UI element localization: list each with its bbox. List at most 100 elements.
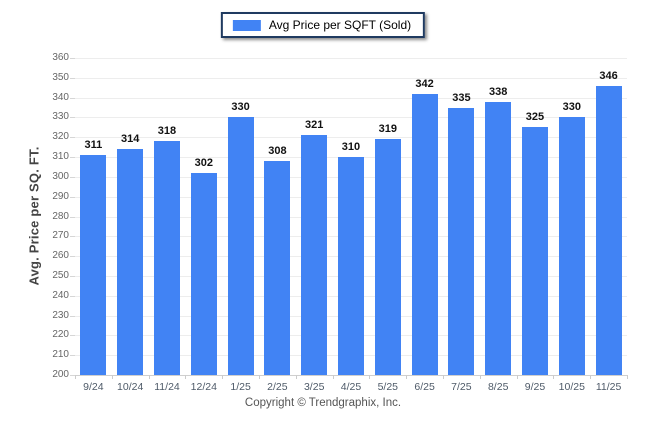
bar-slot-7/25: 335: [443, 58, 480, 375]
bar-3/25: [301, 135, 328, 375]
bar-6/25: [411, 93, 438, 375]
x-tick-label-6/25: 6/25: [414, 381, 435, 393]
y-tick-label-260: 260: [52, 250, 69, 262]
y-tick-mark: [70, 137, 75, 139]
x-tick-mark: [443, 375, 444, 379]
bar-slot-10/24: 314: [112, 58, 149, 375]
x-tick-mark: [295, 375, 297, 379]
bar-10/24: [117, 149, 144, 375]
copyright-text: Copyright © Trendgraphix, Inc.: [244, 397, 402, 409]
bar-slot-5/25: 319: [369, 58, 406, 375]
bar-slot-6/25: 342: [406, 58, 443, 375]
x-tick-mark: [148, 375, 150, 379]
gridline-360: [75, 58, 627, 59]
x-tick-mark: [222, 375, 224, 379]
y-tick-label-280: 280: [52, 210, 69, 222]
x-tick-mark: [111, 375, 113, 379]
y-tick-label-320: 320: [52, 131, 69, 143]
bar-slot-10/25: 330: [553, 58, 590, 375]
x-tick-label-4/25: 4/25: [340, 381, 362, 393]
y-tick-mark: [70, 315, 75, 317]
legend-swatch-icon: [232, 19, 261, 31]
y-tick-mark: [70, 196, 75, 198]
y-tick-mark: [70, 355, 75, 357]
bar-12/24: [190, 172, 217, 375]
bar-slot-9/25: 325: [517, 58, 554, 375]
y-tick-mark: [70, 375, 75, 376]
bar-value-label: 302: [194, 156, 213, 169]
y-tick-mark: [70, 256, 75, 258]
x-tick-label-9/24: 9/24: [83, 381, 104, 393]
y-tick-label-360: 360: [52, 52, 69, 63]
plot-area: 200 210 220 230 240 250 260 270 280 290 300 310 320 3…: [52, 52, 628, 393]
x-tick-label-1/25: 1/25: [230, 381, 251, 393]
bar-slot-3/25: 321: [296, 58, 333, 375]
y-tick-mark: [70, 216, 75, 218]
x-tick-mark: [332, 375, 334, 379]
x-tick-mark: [627, 375, 628, 379]
bar-value-label: 342: [415, 77, 434, 90]
bar-slot-1/25: 330: [222, 58, 259, 375]
y-tick-label-300: 300: [52, 170, 69, 182]
bar-value-label: 346: [599, 69, 618, 82]
x-tick-mark: [590, 375, 592, 379]
legend-label: Avg Price per SQFT (Sold): [268, 18, 412, 32]
bar-4/25: [337, 157, 364, 375]
x-tick-mark: [75, 375, 76, 379]
x-tick-label-10/24: 10/24: [117, 381, 144, 393]
y-tick-label-270: 270: [52, 230, 69, 242]
legend: Avg Price per SQFT (Sold): [220, 12, 426, 38]
bar-value-label: 338: [489, 85, 508, 98]
bar-value-label: 319: [378, 123, 397, 136]
y-tick-label-340: 340: [52, 91, 69, 103]
bar-slot-11/24: 318: [149, 58, 186, 375]
gridline-340: [75, 97, 627, 99]
y-tick-mark: [70, 236, 75, 238]
y-tick-label-350: 350: [52, 71, 69, 83]
gridline-330: [75, 117, 627, 119]
y-tick-label-250: 250: [52, 269, 69, 281]
bar-value-label: 308: [268, 145, 287, 158]
x-tick-label-9/25: 9/25: [524, 381, 546, 393]
bar-8/25: [485, 101, 512, 375]
bar-slot-8/25: 338: [480, 58, 517, 375]
gridline-350: [75, 77, 627, 79]
x-tick-mark: [406, 375, 408, 379]
bar-value-label: 335: [452, 91, 471, 104]
bar-9/25: [521, 127, 548, 375]
y-tick-mark: [70, 157, 75, 159]
x-tick-label-2/25: 2/25: [267, 381, 288, 393]
bar-1/25: [227, 117, 254, 375]
bar-value-label: 311: [84, 139, 103, 152]
bar-value-label: 310: [341, 141, 361, 154]
y-tick-mark: [70, 295, 75, 297]
bar-value-label: 321: [305, 119, 324, 132]
bar-11/24: [153, 141, 180, 375]
x-tick-mark: [516, 375, 518, 379]
y-tick-label-230: 230: [52, 309, 69, 321]
x-tick-label-11/25: 11/25: [595, 381, 622, 393]
x-tick-label-12/24: 12/24: [190, 381, 217, 393]
x-tick-label-10/25: 10/25: [558, 381, 585, 393]
bar-value-label: 330: [562, 101, 581, 114]
bar-value-label: 314: [121, 133, 140, 146]
bar-slot-11/25: 346: [590, 58, 627, 375]
bar-slot-2/25: 308: [259, 58, 296, 375]
x-tick-mark: [369, 375, 371, 379]
bar-value-label: 330: [231, 101, 250, 114]
x-tick-label-5/25: 5/25: [377, 381, 399, 393]
gridline-320: [75, 137, 627, 139]
y-tick-label-200: 200: [52, 369, 69, 380]
x-tick-label-7/25: 7/25: [451, 381, 472, 393]
bar-7/25: [448, 107, 475, 375]
bar-10/25: [558, 117, 585, 375]
bar-value-label: 318: [157, 125, 177, 138]
x-tick-label-8/25: 8/25: [487, 381, 509, 393]
y-tick-mark: [70, 335, 75, 337]
y-tick-label-220: 220: [52, 329, 69, 341]
y-tick-mark: [70, 275, 75, 277]
bar-slot-12/24: 302: [185, 58, 222, 375]
x-tick-mark: [479, 375, 481, 379]
x-tick-mark: [553, 375, 555, 379]
